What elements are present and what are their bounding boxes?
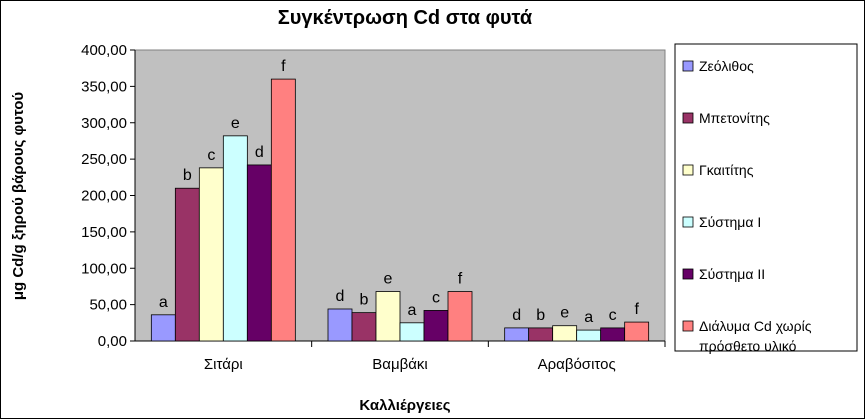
bar bbox=[375, 291, 401, 342]
bar-significance-label: c bbox=[432, 289, 440, 306]
bar bbox=[504, 327, 530, 342]
y-tick-label: 300,00 bbox=[81, 115, 127, 132]
legend-swatch bbox=[682, 268, 694, 280]
legend-label: Γκαιτίτης bbox=[699, 162, 754, 178]
y-tick-label: 350,00 bbox=[81, 78, 127, 95]
bar bbox=[222, 135, 248, 342]
legend-swatch bbox=[682, 164, 694, 176]
legend-box bbox=[674, 43, 858, 352]
legend-label: Διάλυμα Cd χωρίς bbox=[699, 318, 812, 334]
bar bbox=[198, 167, 224, 342]
x-axis-title: Καλλιέργειες bbox=[359, 397, 450, 414]
bar bbox=[447, 291, 473, 342]
plot-area: 0,00 50,00 100,00 150,00 200,00 250,00 300,00 3… bbox=[81, 42, 666, 373]
bar-significance-label: b bbox=[536, 307, 545, 324]
legend-label: Ζεόλιθος bbox=[699, 58, 754, 74]
y-tick-label: 50,00 bbox=[89, 297, 127, 314]
bar-significance-label: a bbox=[159, 294, 168, 311]
bar bbox=[624, 321, 650, 342]
bar bbox=[552, 325, 578, 342]
legend-swatch bbox=[682, 216, 694, 228]
legend-label: Σύστημα Ι bbox=[699, 214, 761, 230]
legend-label: πρόσθετο υλικό bbox=[699, 338, 797, 354]
bar-significance-label: e bbox=[560, 305, 569, 322]
y-tick-label: 400,00 bbox=[81, 42, 127, 59]
bar bbox=[576, 329, 602, 342]
bar-significance-label: d bbox=[336, 288, 345, 305]
legend-swatch bbox=[682, 112, 694, 124]
y-tick-label: 0,00 bbox=[98, 333, 127, 350]
bar-significance-label: c bbox=[207, 147, 215, 164]
x-tick-label: Βαμβάκι bbox=[372, 356, 427, 373]
bar-significance-label: a bbox=[408, 302, 417, 319]
bar-significance-label: d bbox=[512, 307, 521, 324]
y-tick-label: 150,00 bbox=[81, 224, 127, 241]
y-tick-label: 200,00 bbox=[81, 188, 127, 205]
y-axis-title: μg Cd/g ξηρού βάρους φυτού bbox=[10, 92, 27, 301]
bar bbox=[270, 78, 296, 342]
bar-significance-label: e bbox=[384, 271, 393, 288]
bar-significance-label: f bbox=[458, 271, 463, 288]
legend-label: Μπετονίτης bbox=[699, 110, 770, 126]
legend-swatch bbox=[682, 60, 694, 72]
legend-swatch bbox=[682, 320, 694, 332]
bar bbox=[174, 187, 200, 342]
bar bbox=[327, 308, 353, 342]
bar-significance-label: b bbox=[360, 292, 369, 309]
y-tick-label: 100,00 bbox=[81, 260, 127, 277]
legend-label: Σύστημα ΙΙ bbox=[699, 266, 765, 282]
bar bbox=[399, 322, 425, 342]
x-tick-label: Σιτάρι bbox=[204, 356, 243, 373]
bar-significance-label: e bbox=[231, 115, 240, 132]
x-tick-label: Αραβόσιτος bbox=[538, 356, 616, 373]
bar bbox=[246, 164, 272, 342]
bar-significance-label: f bbox=[634, 301, 639, 318]
bar bbox=[600, 327, 626, 342]
bar bbox=[423, 310, 449, 342]
bar-significance-label: c bbox=[609, 307, 617, 324]
bar-significance-label: f bbox=[281, 58, 286, 75]
bar bbox=[528, 327, 554, 342]
legend: Ζεόλιθος Μπετονίτης Γκαιτίτης Σύστημα Ι Σύστ… bbox=[674, 43, 858, 354]
bar-significance-label: b bbox=[183, 167, 192, 184]
chart-title: Συγκέντρωση Cd στα φυτά bbox=[278, 7, 533, 29]
bar-significance-label: a bbox=[584, 309, 593, 326]
y-tick-label: 250,00 bbox=[81, 151, 127, 168]
bar bbox=[150, 314, 176, 342]
bar-significance-label: d bbox=[255, 144, 264, 161]
bar bbox=[351, 312, 377, 342]
